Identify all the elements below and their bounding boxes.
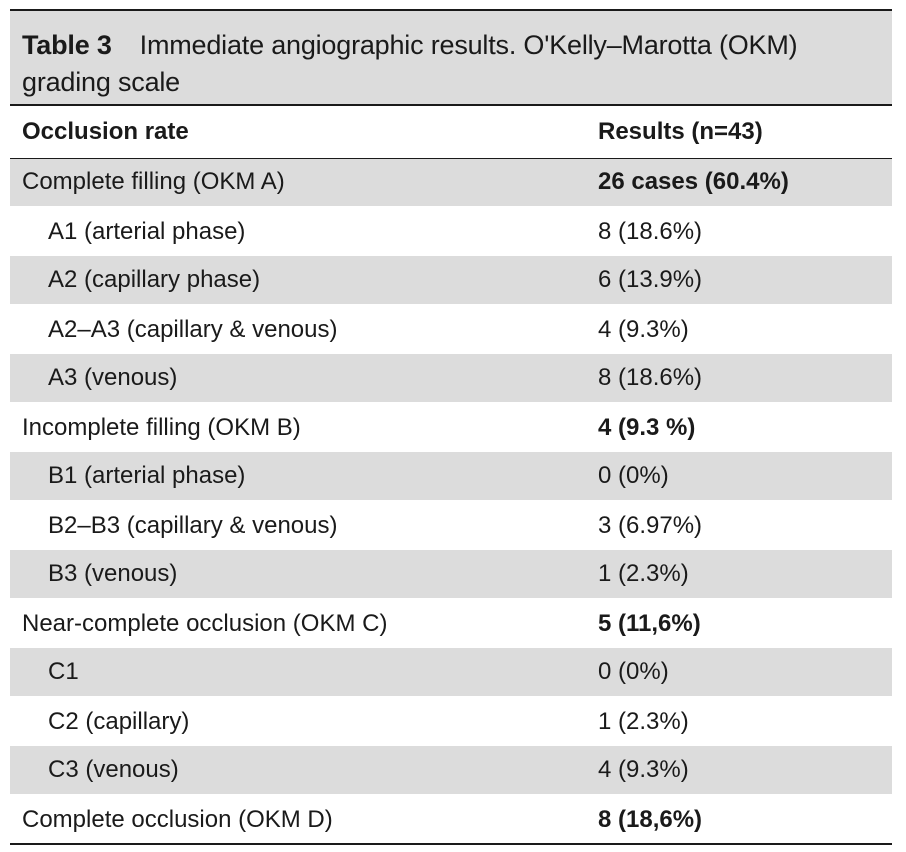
row-label: B1 (arterial phase) <box>10 452 586 502</box>
row-label: B3 (venous) <box>10 550 586 600</box>
table-row: A2–A3 (capillary & venous) 4 (9.3%) <box>10 305 892 354</box>
table-title: Immediate angiographic results. O'Kelly–… <box>22 30 798 97</box>
column-header-results: Results (n=43) <box>598 117 763 145</box>
row-value: 8 (18.6%) <box>598 218 703 245</box>
row-label: C3 (venous) <box>10 746 586 796</box>
row-label: A1 (arterial phase) <box>48 218 246 245</box>
row-label: B2–B3 (capillary & venous) <box>48 512 338 539</box>
table-number: Table 3 <box>22 30 112 60</box>
results-table-container: Table 3 Immediate angiographic results. O… <box>10 9 892 845</box>
row-value: 8 (18,6%) <box>598 805 703 833</box>
row-label: A3 (venous) <box>10 354 586 404</box>
row-value: 6 (13.9%) <box>586 256 892 306</box>
row-label: Complete occlusion (OKM D) <box>22 805 333 833</box>
table-row-category: Complete occlusion (OKM D) 8 (18,6%) <box>10 795 892 844</box>
row-value: 4 (9.3 %) <box>598 414 696 441</box>
table-row-category: Complete filling (OKM A) 26 cases (60.4%… <box>10 158 892 208</box>
row-value: 4 (9.3%) <box>586 746 892 796</box>
row-value: 4 (9.3%) <box>598 316 689 343</box>
row-value: 1 (2.3%) <box>586 550 892 600</box>
table-row: A3 (venous) 8 (18.6%) <box>10 354 892 404</box>
row-value: 5 (11,6%) <box>598 610 701 637</box>
row-value: 26 cases (60.4%) <box>586 158 892 208</box>
row-label: Complete filling (OKM A) <box>10 158 586 208</box>
row-value: 8 (18.6%) <box>586 354 892 404</box>
table-row-category: Incomplete filling (OKM B) 4 (9.3 %) <box>10 403 892 452</box>
row-value: 1 (2.3%) <box>598 708 689 735</box>
row-label: A2 (capillary phase) <box>10 256 586 306</box>
row-label: A2–A3 (capillary & venous) <box>48 316 338 343</box>
table-row: A2 (capillary phase) 6 (13.9%) <box>10 256 892 306</box>
table-row: C2 (capillary) 1 (2.3%) <box>10 697 892 746</box>
row-value: 3 (6.97%) <box>598 512 703 539</box>
row-value: 0 (0%) <box>586 648 892 698</box>
table-row: A1 (arterial phase) 8 (18.6%) <box>10 207 892 256</box>
row-label: C1 <box>10 648 586 698</box>
header-row: Occlusion rate Results (n=43) <box>10 105 892 158</box>
row-value: 0 (0%) <box>586 452 892 502</box>
table-row: C1 0 (0%) <box>10 648 892 698</box>
table-row-category: Near-complete occlusion (OKM C) 5 (11,6%… <box>10 599 892 648</box>
column-header-occlusion: Occlusion rate <box>22 117 189 145</box>
results-table: Occlusion rate Results (n=43) Complete f… <box>10 104 892 845</box>
row-label: Incomplete filling (OKM B) <box>22 414 301 441</box>
table-row: B3 (venous) 1 (2.3%) <box>10 550 892 600</box>
table-caption: Table 3 Immediate angiographic results. O… <box>10 9 892 104</box>
row-label: Near-complete occlusion (OKM C) <box>22 610 388 637</box>
table-row: B2–B3 (capillary & venous) 3 (6.97%) <box>10 501 892 550</box>
table-row: C3 (venous) 4 (9.3%) <box>10 746 892 796</box>
row-label: C2 (capillary) <box>48 708 190 735</box>
table-row: B1 (arterial phase) 0 (0%) <box>10 452 892 502</box>
